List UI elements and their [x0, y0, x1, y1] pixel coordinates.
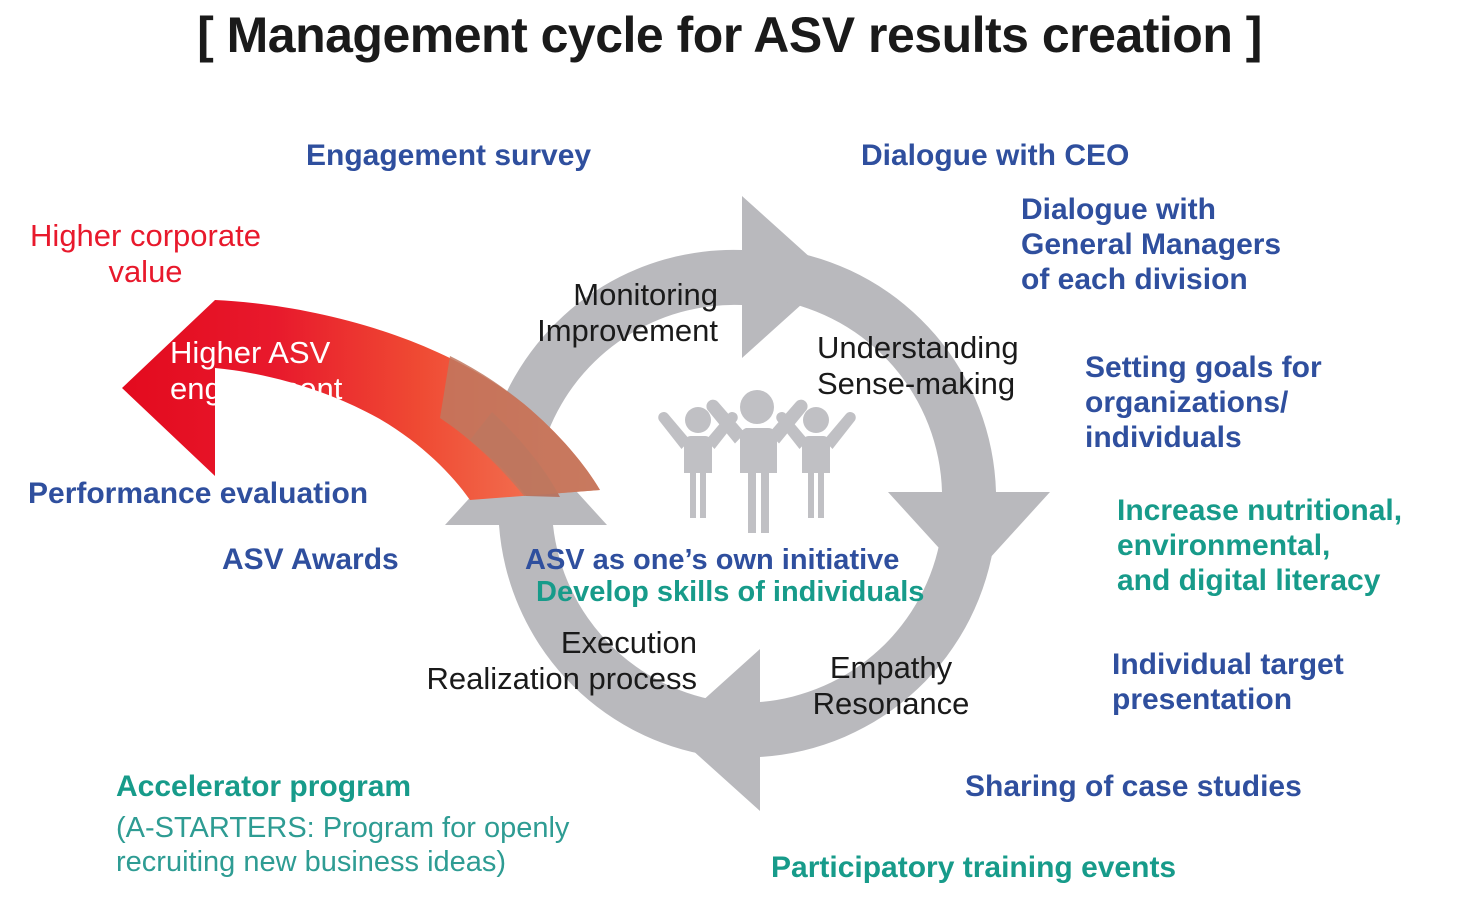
label-accelerator-program-detail: (A-STARTERS: Program for openly recruiti… [116, 812, 570, 878]
label-empathy-resonance: Empathy Resonance [812, 650, 970, 721]
arrow-segment-understanding [775, 251, 1050, 581]
label-engagement-survey: Engagement survey [306, 139, 592, 172]
arrow-segment-execution [445, 436, 727, 756]
cycle-arrow-ring [445, 196, 1050, 811]
label-higher-corporate-value: Higher corporate value [30, 218, 261, 289]
label-higher-asv-engagement: Higher ASV engagement [170, 335, 343, 406]
three-people-raised-arms-icon [658, 390, 856, 533]
label-dialogue-with-ceo: Dialogue with CEO [861, 139, 1130, 172]
label-develop-skills-of-individuals: Develop skills of individuals [536, 576, 925, 608]
label-performance-evaluation: Performance evaluation [28, 477, 369, 510]
label-accelerator-program: Accelerator program [116, 770, 412, 803]
label-sharing-of-case-studies: Sharing of case studies [965, 770, 1302, 803]
red-arrow-body [122, 300, 600, 500]
label-monitoring-improvement: Monitoring Improvement [537, 277, 718, 348]
label-participatory-training-events: Participatory training events [771, 851, 1177, 884]
red-arrow [122, 300, 600, 500]
label-understanding-sense-making: Understanding Sense-making [817, 330, 1019, 401]
red-gray-overlap-2 [440, 356, 600, 496]
arrow-segment-empathy [670, 535, 995, 811]
label-asv-own-initiative: ASV as one’s own initiative [525, 544, 900, 576]
label-asv-awards: ASV Awards [222, 543, 399, 576]
page-title: [ Management cycle for ASV results creat… [197, 7, 1262, 63]
label-setting-goals: Setting goals for organizations/ individ… [1085, 351, 1322, 454]
label-individual-target-presentation: Individual target presentation [1112, 648, 1344, 716]
arrow-segment-monitoring [498, 196, 832, 452]
label-dialogue-with-general-managers: Dialogue with General Managers of each d… [1021, 193, 1282, 296]
label-increase-literacy: Increase nutritional, environmental, and… [1117, 494, 1403, 597]
label-execution-realization-process: Execution Realization process [426, 625, 697, 696]
